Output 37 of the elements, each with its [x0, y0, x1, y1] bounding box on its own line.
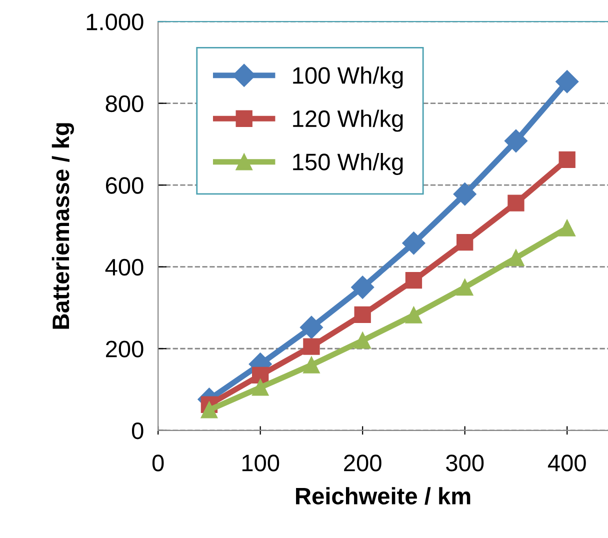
legend-label: 150 Wh/kg [293, 153, 403, 176]
y-tick-label: 200 [106, 340, 144, 358]
x-axis-title: Reichweite / km [296, 487, 470, 505]
point [200, 402, 218, 418]
y-tick-label: 600 [106, 177, 144, 194]
point [402, 232, 426, 255]
point [252, 366, 269, 384]
x-tick-label: 100 [242, 454, 280, 472]
point [351, 276, 374, 299]
point [558, 220, 576, 236]
x-tick-label: 0 [152, 454, 164, 472]
point [456, 278, 474, 296]
point [252, 379, 269, 396]
point [508, 194, 524, 212]
y-tick-label: 0 [132, 422, 144, 440]
point [508, 250, 524, 266]
x-tick-label: 400 [548, 454, 586, 472]
point [303, 356, 320, 374]
legend-label: 120 Wh/kg [293, 110, 403, 132]
point [456, 234, 474, 251]
point [558, 151, 576, 168]
x-tick-label: 200 [344, 454, 382, 472]
point [303, 338, 320, 355]
y-tick-label: 800 [106, 95, 144, 112]
y-tick-label: 400 [105, 258, 144, 276]
point [354, 306, 371, 324]
x-tick-label: 300 [446, 454, 484, 472]
point [453, 182, 476, 206]
point [556, 70, 579, 94]
point [504, 129, 528, 152]
point [354, 332, 371, 349]
legend-label: 100 Wh/kg [293, 66, 403, 89]
point [300, 316, 323, 339]
y-axis-title: Batteriemasse / kg [52, 123, 74, 329]
point [405, 306, 422, 324]
point [405, 272, 422, 289]
y-tick-label: 1.000 [86, 14, 144, 30]
